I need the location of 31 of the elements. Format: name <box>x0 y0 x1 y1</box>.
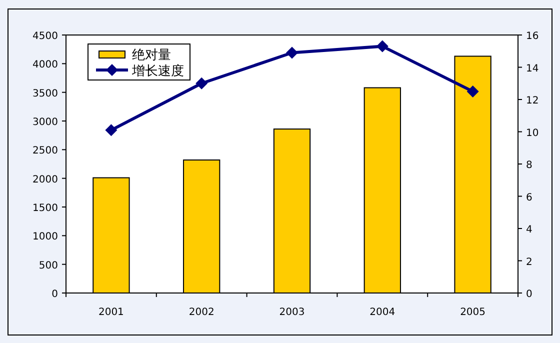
y2-tick-label: 14 <box>526 63 539 74</box>
point <box>105 124 118 136</box>
x-tick-label: 2005 <box>460 307 486 318</box>
y-tick-label: 3000 <box>32 117 58 128</box>
y-tick-label: 2500 <box>32 146 58 157</box>
y2-tick-label: 4 <box>526 224 532 236</box>
y-tick-label: 1000 <box>32 232 58 243</box>
x-tick-label: 2001 <box>98 307 124 318</box>
point <box>466 85 479 98</box>
y2-tick-label: 12 <box>526 96 539 106</box>
point <box>376 40 388 52</box>
point <box>196 77 208 90</box>
legend-label: 绝对量 <box>132 48 171 63</box>
y2-tick-label: 16 <box>526 31 539 42</box>
point <box>286 46 298 59</box>
y2-tick-label: 6 <box>526 192 532 204</box>
y-tick-label: 3500 <box>32 88 58 100</box>
y-tick-label: 500 <box>38 260 58 272</box>
x-tick-label: 2002 <box>188 307 214 318</box>
y2-tick-label: 8 <box>526 160 532 171</box>
y-tick-label: 4500 <box>32 31 58 42</box>
y-tick-label: 4000 <box>32 60 58 71</box>
x-tick-label: 2004 <box>370 307 396 318</box>
legend-label: 增长速度 <box>131 63 184 79</box>
y-tick-label: 1500 <box>32 203 58 214</box>
y2-tick-label: 10 <box>526 128 539 139</box>
x-tick-label: 2003 <box>279 307 305 318</box>
y-tick-label: 2000 <box>32 174 58 186</box>
y2-tick-label: 0 <box>526 289 532 300</box>
y2-tick-label: 2 <box>526 256 532 268</box>
y-tick-label: 0 <box>52 289 58 300</box>
